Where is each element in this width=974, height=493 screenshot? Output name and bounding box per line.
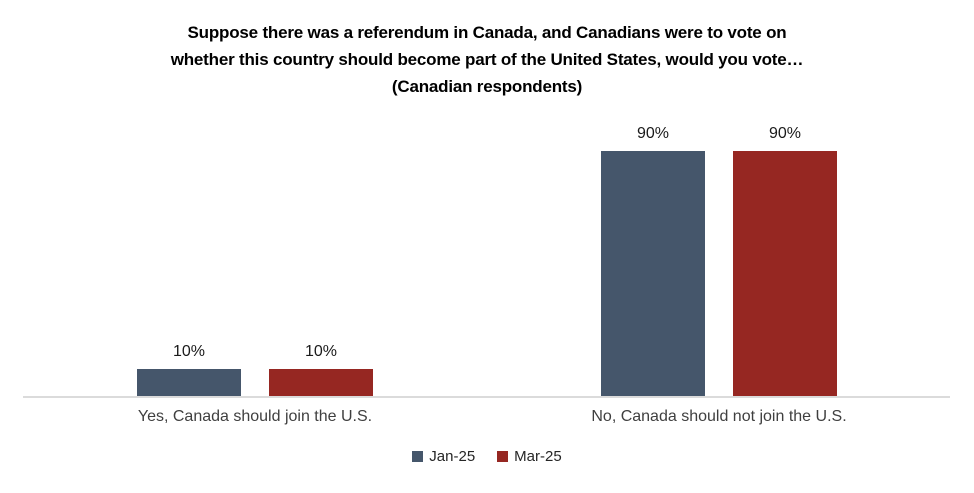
legend-item-mar-25: Mar-25 [497,448,562,465]
value-label-jan-25-category-2: 90% [636,125,670,142]
x-axis-line [23,396,950,398]
chart-title-line-2: whether this country should become part … [170,50,804,69]
category-label-yes-canada-should-join-the-u-s: Yes, Canada should join the U.S. [137,408,373,425]
legend-label-mar-25: Mar-25 [514,448,562,465]
bar-jan-25-category-2 [601,151,705,396]
value-label-jan-25-category-1: 10% [172,343,206,360]
legend-swatch-jan-25 [412,451,424,462]
legend: Jan-25 Mar-25 [0,448,974,465]
legend-label-jan-25: Jan-25 [429,448,476,465]
chart-title-line-1: Suppose there was a referendum in Canada… [187,23,787,42]
bar-mar-25-category-2 [733,151,837,396]
value-label-mar-25-category-2: 90% [768,125,802,142]
chart-title-line-3: (Canadian respondents) [391,77,583,96]
value-label-mar-25-category-1: 10% [304,343,338,360]
legend-item-jan-25: Jan-25 [412,448,475,465]
chart-title: Suppose there was a referendum in Canada… [0,19,974,100]
legend-swatch-mar-25 [497,451,509,462]
bar-mar-25-category-1 [269,369,373,396]
bar-jan-25-category-1 [137,369,241,396]
category-label-no-canada-should-not-join-the-u-s: No, Canada should not join the U.S. [591,408,847,425]
